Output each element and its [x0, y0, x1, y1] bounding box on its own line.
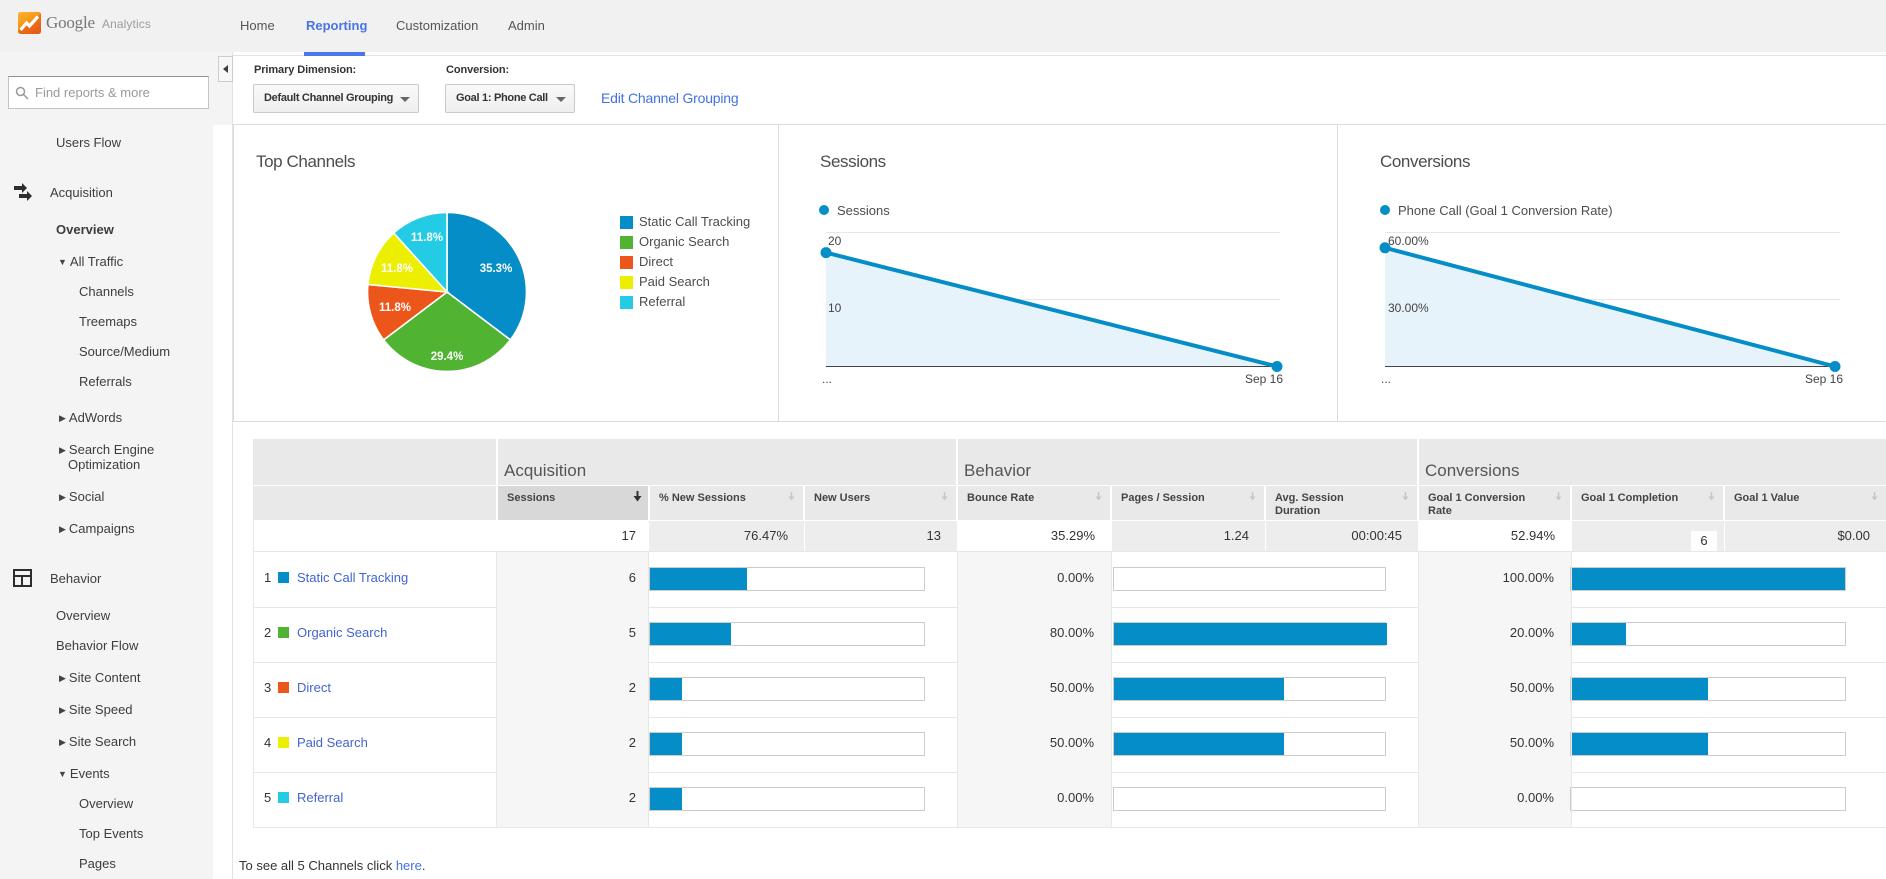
svg-text:11.8%: 11.8% [381, 263, 413, 275]
svg-text:35.3%: 35.3% [480, 263, 513, 275]
svg-text:11.8%: 11.8% [411, 232, 443, 244]
svg-text:11.8%: 11.8% [379, 302, 411, 314]
svg-text:29.4%: 29.4% [431, 351, 464, 363]
